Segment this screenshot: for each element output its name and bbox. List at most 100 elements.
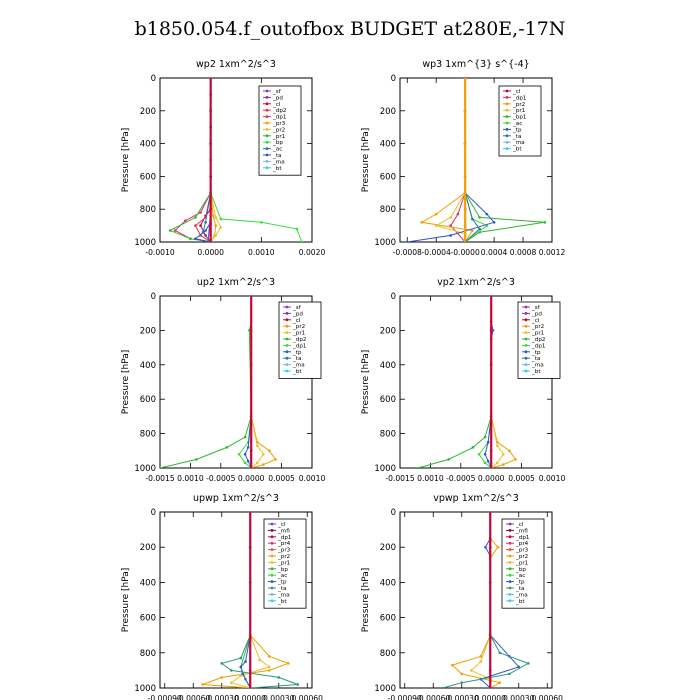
legend-label: _pr2 — [292, 324, 305, 330]
legend-marker — [505, 121, 509, 125]
data-point — [199, 224, 202, 227]
legend-label: _dp2 — [272, 108, 286, 114]
legend-label: _pr1 — [292, 331, 306, 337]
legend-marker — [285, 305, 289, 309]
y-tick-label: 200 — [380, 543, 396, 553]
legend-marker — [524, 363, 528, 366]
data-point — [220, 676, 224, 679]
legend-label: _pr4 — [515, 541, 529, 547]
x-tick-label: -0.0015 — [385, 474, 414, 483]
data-point — [502, 452, 505, 456]
data-point — [225, 446, 229, 449]
data-point — [168, 229, 172, 232]
legend-label: _dp1 — [512, 95, 527, 101]
x-tick-label: -0.00060 — [176, 694, 210, 700]
y-tick-label: 0 — [151, 508, 156, 518]
legend-marker — [270, 580, 274, 583]
legend-marker — [505, 96, 509, 99]
data-point — [483, 452, 487, 456]
data-point — [498, 681, 502, 685]
legend-marker — [270, 535, 274, 539]
legend-marker — [270, 529, 274, 532]
series-line-pr2 — [490, 296, 517, 468]
data-point — [495, 461, 499, 465]
data-point — [268, 449, 271, 453]
legend-marker — [508, 548, 512, 551]
legend-marker — [508, 561, 512, 564]
x-tick-label: -0.0015 — [145, 474, 174, 483]
data-point — [214, 224, 218, 227]
data-point — [477, 452, 481, 456]
x-tick-label: -0.0008 — [393, 248, 422, 257]
chart-title: wp3 1xm^{3} s^{-4} — [422, 59, 529, 70]
legend-marker — [505, 147, 509, 151]
legend-box — [278, 301, 322, 379]
legend-label: _dp2 — [292, 337, 306, 343]
legend-label: _tp — [515, 580, 525, 586]
chart-title: vp2 1xm^2/s^3 — [437, 277, 515, 288]
y-tick-label: 800 — [140, 205, 156, 215]
legend-label: _sf — [272, 89, 282, 95]
data-point — [479, 655, 483, 658]
legend-label: _pr3 — [515, 548, 529, 554]
legend-marker — [505, 89, 509, 93]
legend-label: _ma — [515, 592, 528, 598]
legend-label: _pd — [531, 311, 542, 317]
data-point — [416, 466, 420, 468]
series-line-ta — [194, 78, 212, 242]
legend-marker — [285, 350, 289, 354]
y-tick-label: 600 — [140, 172, 156, 182]
legend-marker — [505, 108, 509, 112]
data-point — [486, 440, 490, 444]
x-tick-label: -0.0005 — [206, 474, 235, 483]
legend-marker — [270, 567, 274, 571]
legend-marker — [508, 573, 512, 577]
series-line-ta — [464, 78, 481, 242]
legend-label: _tp — [531, 350, 541, 356]
y-tick-label: 1000 — [134, 238, 156, 248]
legend-marker — [508, 522, 512, 526]
data-point — [450, 663, 454, 667]
y-tick-label: 200 — [140, 326, 156, 336]
chart-title: up2 1xm^2/s^3 — [197, 277, 275, 288]
series-line-pr2 — [451, 512, 502, 688]
legend-marker — [265, 160, 269, 163]
data-point — [255, 444, 259, 447]
legend-label: _cl — [272, 102, 281, 108]
legend: _cl_mfl_dp1_pr4_pr3_pr2_pr1_bp_ac_tp_ta_… — [263, 518, 307, 609]
legend-label: _pr1 — [515, 560, 529, 566]
data-point — [214, 234, 218, 237]
y-tick-label: 0 — [391, 74, 396, 84]
legend-marker — [505, 140, 509, 144]
legend-marker — [285, 318, 289, 322]
y-tick-label: 800 — [380, 430, 396, 440]
x-tick-label: 0.0005 — [508, 474, 535, 483]
legend-label: _ta — [292, 356, 301, 362]
x-tick-label: 0.0004 — [481, 248, 508, 257]
legend-label: _ta — [272, 153, 281, 159]
legend-marker — [265, 96, 269, 99]
legend-marker — [270, 561, 274, 564]
data-point — [244, 660, 247, 663]
data-point — [295, 227, 299, 231]
data-point — [471, 229, 474, 232]
legend-label: _pr1 — [272, 134, 286, 140]
data-point — [479, 660, 483, 663]
data-point — [214, 216, 218, 219]
legend-label: _cl — [531, 318, 540, 324]
legend-label: _pr2 — [531, 324, 544, 330]
data-point — [514, 458, 517, 461]
data-point — [498, 651, 502, 655]
legend-label: _bp — [272, 140, 283, 146]
x-tick-label: 0.00060 — [532, 694, 564, 700]
legend-marker — [524, 344, 528, 347]
plot-area — [168, 78, 304, 242]
legend-label: _bt — [512, 147, 522, 153]
plot-area — [441, 512, 530, 688]
legend-label: _ta — [277, 586, 286, 592]
data-point — [195, 458, 198, 461]
data-point — [495, 444, 499, 447]
legend-label: _ma — [272, 159, 285, 165]
x-tick-label: -0.00060 — [416, 694, 450, 700]
data-point — [194, 224, 197, 227]
